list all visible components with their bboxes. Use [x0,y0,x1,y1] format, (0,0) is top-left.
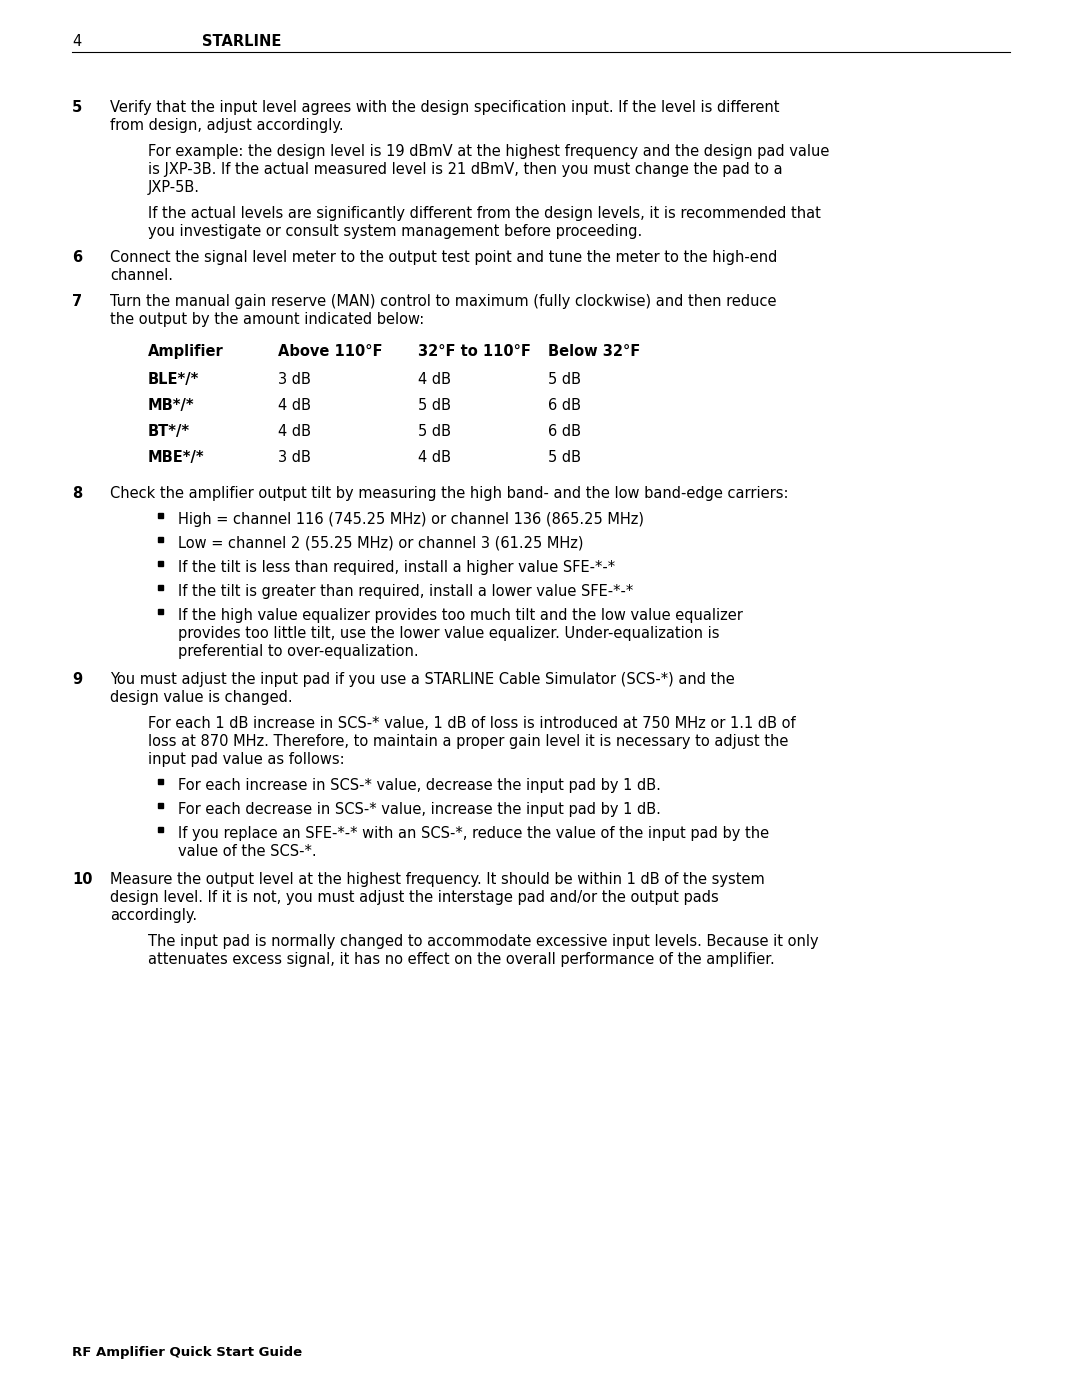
Text: design level. If it is not, you must adjust the interstage pad and/or the output: design level. If it is not, you must adj… [110,890,719,905]
Text: RF Amplifier Quick Start Guide: RF Amplifier Quick Start Guide [72,1345,302,1359]
Text: JXP-5B.: JXP-5B. [148,180,200,196]
Text: 6: 6 [72,250,82,265]
Text: 5 dB: 5 dB [418,398,451,414]
Text: accordingly.: accordingly. [110,908,198,923]
Text: 10: 10 [72,872,93,887]
Text: BLE*/*: BLE*/* [148,372,200,387]
Text: STARLINE: STARLINE [202,35,282,49]
Text: from design, adjust accordingly.: from design, adjust accordingly. [110,117,343,133]
Text: For each decrease in SCS-* value, increase the input pad by 1 dB.: For each decrease in SCS-* value, increa… [178,802,661,817]
Text: value of the SCS-*.: value of the SCS-*. [178,844,316,859]
Text: 9: 9 [72,672,82,687]
Text: 4: 4 [72,35,81,49]
Text: the output by the amount indicated below:: the output by the amount indicated below… [110,312,424,327]
Text: MBE*/*: MBE*/* [148,450,204,465]
Text: 4 dB: 4 dB [418,372,451,387]
Text: 32°F to 110°F: 32°F to 110°F [418,344,531,359]
Text: MB*/*: MB*/* [148,398,194,414]
Text: is JXP-3B. If the actual measured level is 21 dBmV, then you must change the pad: is JXP-3B. If the actual measured level … [148,162,783,177]
Text: you investigate or consult system management before proceeding.: you investigate or consult system manage… [148,224,643,239]
Text: If the actual levels are significantly different from the design levels, it is r: If the actual levels are significantly d… [148,205,821,221]
Text: If the high value equalizer provides too much tilt and the low value equalizer: If the high value equalizer provides too… [178,608,743,623]
Text: If the tilt is greater than required, install a lower value SFE-*-*: If the tilt is greater than required, in… [178,584,633,599]
Text: High = channel 116 (745.25 MHz) or channel 136 (865.25 MHz): High = channel 116 (745.25 MHz) or chann… [178,511,644,527]
Text: Low = channel 2 (55.25 MHz) or channel 3 (61.25 MHz): Low = channel 2 (55.25 MHz) or channel 3… [178,536,583,550]
Text: 3 dB: 3 dB [278,372,311,387]
Text: 8: 8 [72,486,82,502]
Text: You must adjust the input pad if you use a STARLINE Cable Simulator (SCS-*) and : You must adjust the input pad if you use… [110,672,734,687]
Text: Connect the signal level meter to the output test point and tune the meter to th: Connect the signal level meter to the ou… [110,250,778,265]
Bar [158,780,163,784]
Text: For each increase in SCS-* value, decrease the input pad by 1 dB.: For each increase in SCS-* value, decrea… [178,778,661,793]
Text: For example: the design level is 19 dBmV at the highest frequency and the design: For example: the design level is 19 dBmV… [148,144,829,159]
Text: 4 dB: 4 dB [278,398,311,414]
Text: The input pad is normally changed to accommodate excessive input levels. Because: The input pad is normally changed to acc… [148,935,819,949]
Text: If you replace an SFE-*-* with an SCS-*, reduce the value of the input pad by th: If you replace an SFE-*-* with an SCS-*,… [178,826,769,841]
Text: 4 dB: 4 dB [278,425,311,439]
Bar [158,513,163,518]
Text: Above 110°F: Above 110°F [278,344,382,359]
Text: attenuates excess signal, it has no effect on the overall performance of the amp: attenuates excess signal, it has no effe… [148,951,774,967]
Text: BT*/*: BT*/* [148,425,190,439]
Bar [158,609,163,615]
Bar [158,585,163,590]
Bar [158,827,163,833]
Text: 6 dB: 6 dB [548,398,581,414]
Text: If the tilt is less than required, install a higher value SFE-*-*: If the tilt is less than required, insta… [178,560,616,576]
Text: design value is changed.: design value is changed. [110,690,293,705]
Text: For each 1 dB increase in SCS-* value, 1 dB of loss is introduced at 750 MHz or : For each 1 dB increase in SCS-* value, 1… [148,717,796,731]
Text: loss at 870 MHz. Therefore, to maintain a proper gain level it is necessary to a: loss at 870 MHz. Therefore, to maintain … [148,733,788,749]
Text: Measure the output level at the highest frequency. It should be within 1 dB of t: Measure the output level at the highest … [110,872,765,887]
Text: provides too little tilt, use the lower value equalizer. Under-equalization is: provides too little tilt, use the lower … [178,626,719,641]
Bar [158,536,163,542]
Text: 5 dB: 5 dB [548,372,581,387]
Text: 3 dB: 3 dB [278,450,311,465]
Text: 5 dB: 5 dB [418,425,451,439]
Text: Check the amplifier output tilt by measuring the high band- and the low band-edg: Check the amplifier output tilt by measu… [110,486,788,502]
Text: preferential to over-equalization.: preferential to over-equalization. [178,644,419,659]
Text: Verify that the input level agrees with the design specification input. If the l: Verify that the input level agrees with … [110,101,780,115]
Text: 5 dB: 5 dB [548,450,581,465]
Text: Amplifier: Amplifier [148,344,224,359]
Bar [158,803,163,807]
Text: 4 dB: 4 dB [418,450,451,465]
Text: input pad value as follows:: input pad value as follows: [148,752,345,767]
Text: Below 32°F: Below 32°F [548,344,640,359]
Text: 7: 7 [72,293,82,309]
Text: channel.: channel. [110,268,173,284]
Text: 6 dB: 6 dB [548,425,581,439]
Text: 5: 5 [72,101,82,115]
Bar [158,562,163,566]
Text: Turn the manual gain reserve (MAN) control to maximum (fully clockwise) and then: Turn the manual gain reserve (MAN) contr… [110,293,777,309]
